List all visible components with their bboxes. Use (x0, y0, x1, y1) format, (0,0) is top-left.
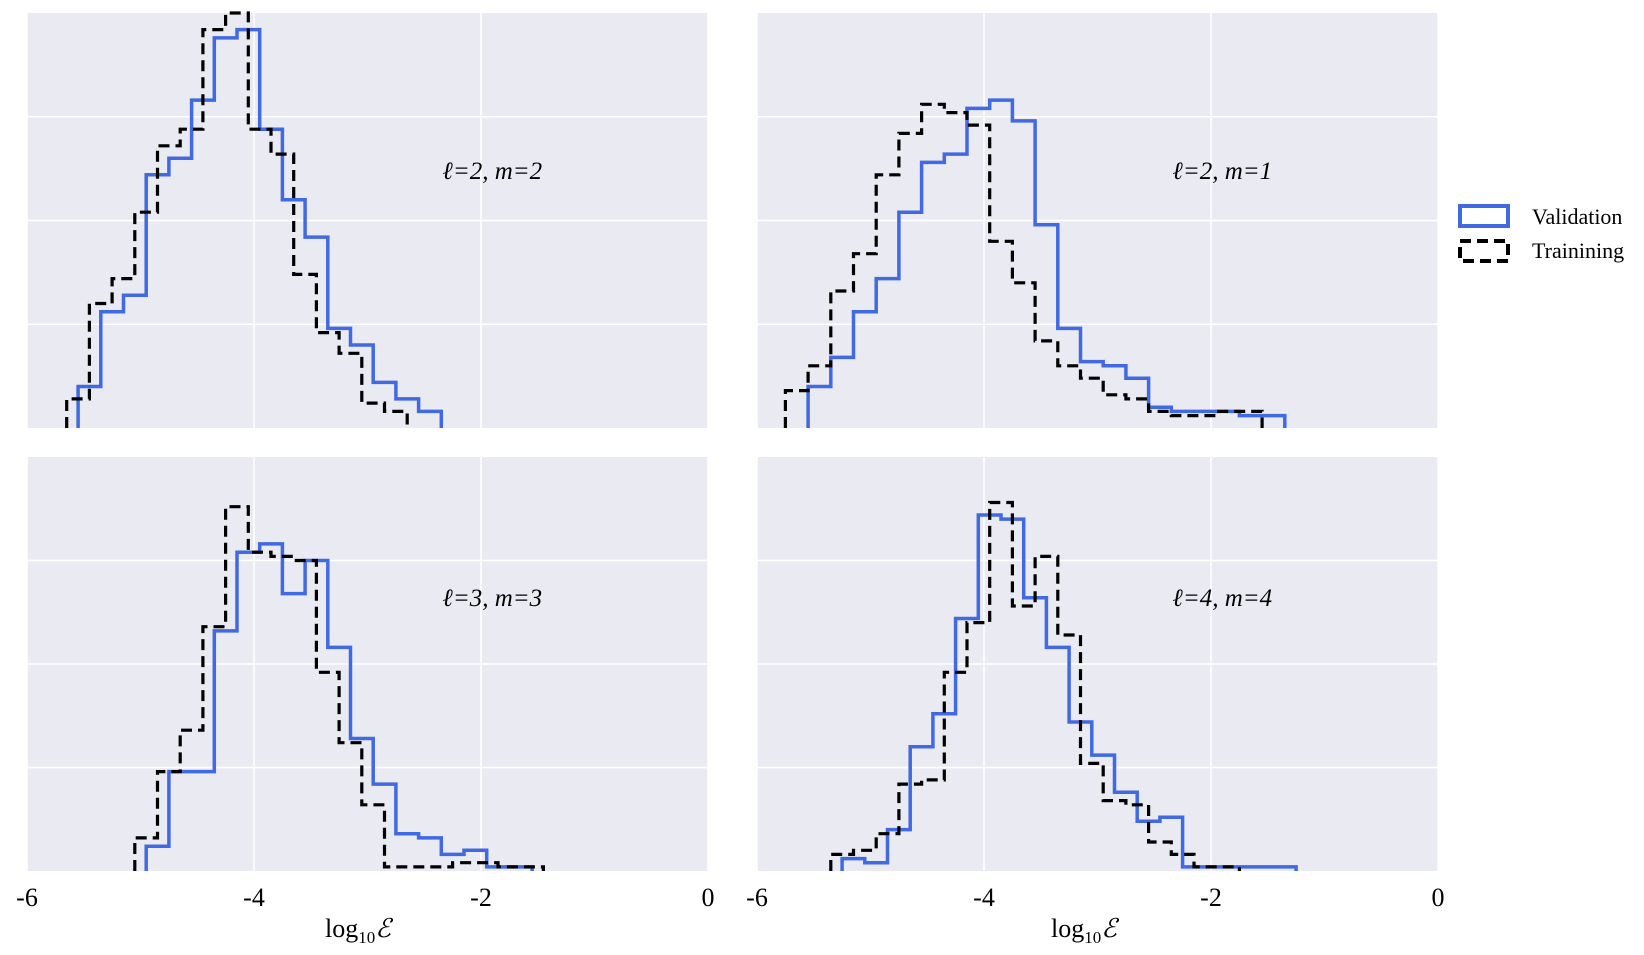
x-tick-label: 0 (1432, 883, 1445, 912)
x-tick-label: -4 (973, 883, 995, 912)
histogram-training (829, 500, 1241, 871)
svg-text:log10ℰ: log10ℰ (325, 914, 393, 947)
panel-l2-m2: ℓ=2, m=2 (26, 11, 709, 428)
histogram-validation (806, 98, 1287, 428)
panel-l3-m3: ℓ=3, m=3 -6 -4 -2 0 (16, 457, 715, 912)
panels-layer: ℓ=2, m=2 ℓ=2, m=1 ℓ=3, m=3 -6 -4 -2 0 ℓ=4, m=4 -… (16, 11, 1445, 912)
histogram-training (65, 11, 409, 428)
panel-label: ℓ=3, m=3 (442, 585, 542, 612)
legend-swatch-training (1458, 239, 1510, 263)
panel-label: ℓ=2, m=1 (1172, 158, 1272, 185)
x-tick-label: -6 (746, 883, 768, 912)
panel-label: ℓ=2, m=2 (442, 158, 542, 185)
legend-label-training: Trainining (1532, 238, 1624, 263)
panel-label: ℓ=4, m=4 (1172, 585, 1272, 612)
legend-swatch-validation (1458, 204, 1510, 228)
x-axis-label-right: log10ℰ (1051, 914, 1119, 947)
x-tick-label: -4 (243, 883, 265, 912)
histogram-validation (144, 542, 534, 871)
histogram-validation (76, 27, 444, 428)
histogram-validation (840, 513, 1298, 871)
panel-l4-m4: ℓ=4, m=4 -6 -4 -2 0 (746, 457, 1445, 912)
x-tick-label: 0 (702, 883, 715, 912)
x-tick-label: -2 (470, 883, 492, 912)
x-tick-label: -6 (16, 883, 38, 912)
panel-l2-m1: ℓ=2, m=1 (756, 13, 1439, 428)
legend: Validation Trainining (1458, 204, 1624, 263)
x-tick-label: -2 (1200, 883, 1222, 912)
svg-text:log10ℰ: log10ℰ (1051, 914, 1119, 947)
histogram-training (133, 505, 545, 871)
x-axis-label-left: log10ℰ (325, 914, 393, 947)
legend-label-validation: Validation (1532, 204, 1622, 229)
